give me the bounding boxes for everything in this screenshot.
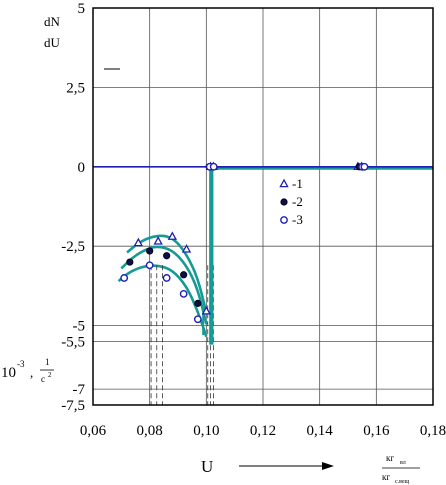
data-point — [162, 274, 171, 282]
x-arrow-head — [322, 462, 334, 470]
data-point — [201, 305, 212, 315]
vertical-band — [93, 166, 433, 345]
x-tick-label: 0,06 — [80, 423, 107, 439]
data-point — [193, 315, 202, 324]
data-markers — [120, 161, 369, 324]
vertical-band-rect — [209, 166, 214, 345]
data-point — [145, 261, 154, 270]
y-tick-label: 2,5 — [66, 80, 85, 96]
x-tick-label: 0,18 — [420, 423, 446, 439]
y-unit-den-exp: 2 — [48, 371, 52, 379]
data-point — [153, 236, 163, 245]
dashed-drop-lines — [150, 265, 214, 405]
data-point — [181, 244, 192, 253]
fit-curve — [120, 245, 208, 325]
data-point — [180, 271, 188, 279]
legend: -1 -2 -3 — [279, 176, 303, 227]
y-tick-label: -2,5 — [61, 239, 85, 255]
legend-label: -2 — [292, 194, 303, 209]
y-tick-label: -5 — [73, 319, 86, 335]
x-tick-label: 0,10 — [193, 423, 219, 439]
data-point — [167, 231, 178, 240]
x-unit-num-sub: вл — [400, 460, 406, 466]
x-tick-label: 0,16 — [363, 423, 390, 439]
y-unit-den: c — [41, 374, 45, 384]
legend-marker — [280, 198, 288, 206]
y-label-top: dN — [44, 14, 61, 29]
data-point — [126, 258, 134, 266]
data-point — [133, 237, 144, 247]
data-point — [194, 299, 202, 307]
x-tick-label: 0,14 — [307, 423, 334, 439]
y-label-bottom: dU — [44, 35, 61, 50]
x-label: U — [201, 457, 213, 476]
legend-label: -1 — [292, 176, 303, 191]
y-unit-num: 1 — [45, 357, 50, 367]
legend-label: -3 — [292, 212, 303, 227]
grid-lines — [93, 8, 433, 405]
legend-marker — [280, 216, 288, 224]
y-unit-prefix: 10 — [1, 365, 16, 381]
x-unit-den-sub: с.вещ — [395, 479, 410, 485]
y-unit-comma: , — [30, 365, 33, 380]
y-tick-label: -5,5 — [61, 334, 85, 350]
data-point — [360, 162, 369, 171]
x-tick-labels: 0,06 0,08 0,10 0,12 0,14 0,16 0,18 — [80, 423, 446, 439]
x-unit-den: кг — [382, 472, 390, 482]
data-point — [146, 247, 154, 255]
y-unit-exp: -3 — [17, 359, 25, 369]
data-point — [120, 274, 129, 282]
x-tick-label: 0,08 — [137, 423, 163, 439]
y-tick-label: -7,5 — [61, 398, 85, 414]
y-tick-label: -7 — [73, 382, 86, 398]
data-point — [163, 252, 171, 260]
plot-frame — [92, 7, 434, 406]
data-point — [179, 289, 188, 298]
legend-marker — [279, 178, 289, 188]
y-tick-label: 0 — [78, 160, 86, 176]
y-tick-label: 5 — [78, 1, 86, 17]
data-point — [209, 162, 218, 171]
y-tick-labels: 5 2,5 0 -2,5 -5-5,5 -7-7,5 — [61, 1, 85, 414]
x-unit-num: кг — [386, 453, 394, 463]
x-tick-label: 0,12 — [250, 423, 276, 439]
